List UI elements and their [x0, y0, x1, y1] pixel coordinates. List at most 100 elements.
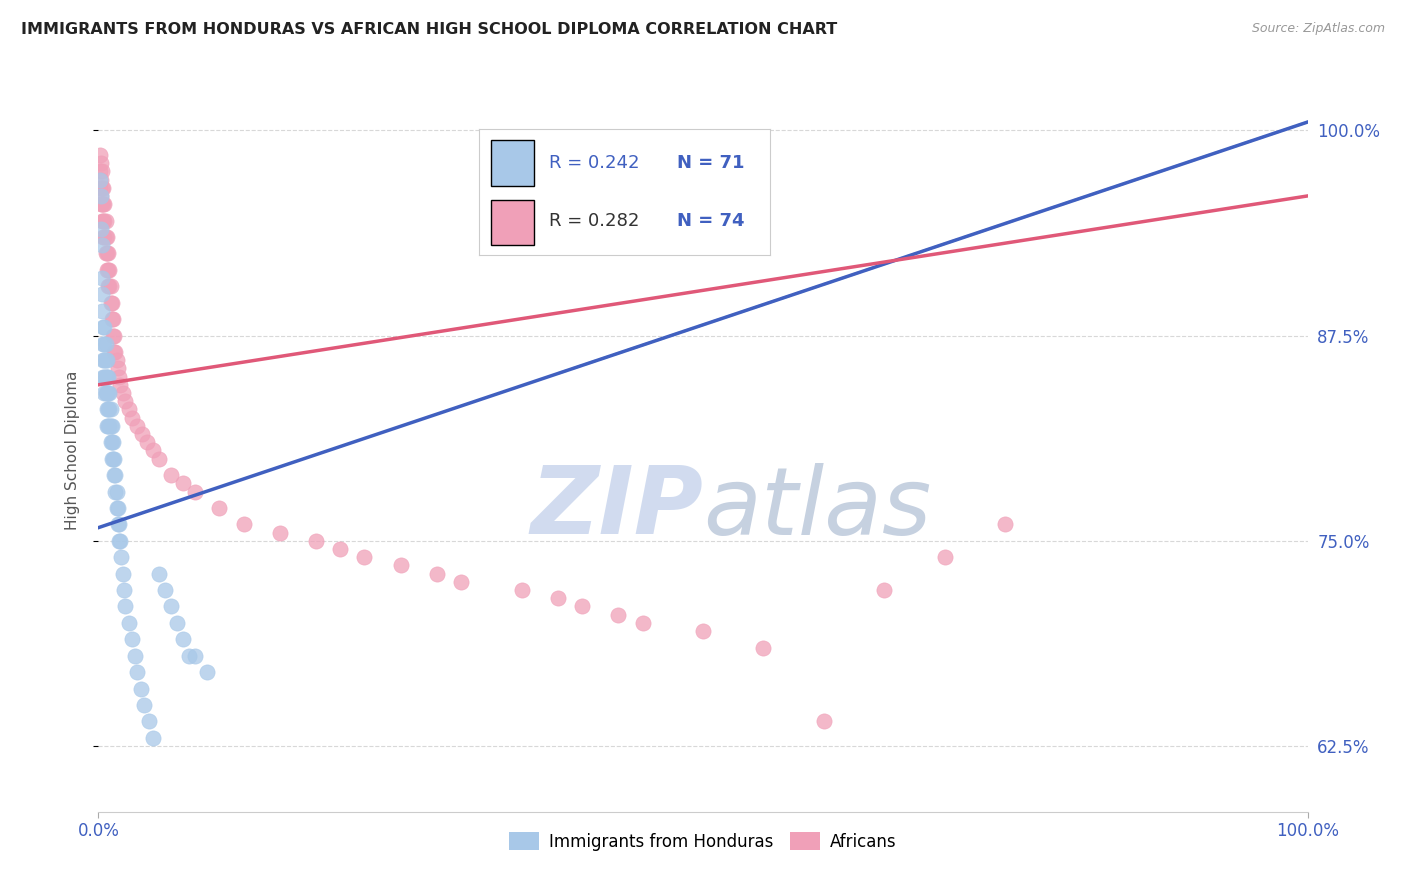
Point	[105, 500, 128, 515]
Point	[124, 648, 146, 663]
Point	[97, 418, 120, 433]
Point	[98, 262, 121, 277]
Point	[100, 295, 122, 310]
Point	[97, 279, 120, 293]
Point	[91, 164, 114, 178]
Point	[94, 353, 117, 368]
Point	[160, 468, 183, 483]
Point	[97, 246, 120, 260]
Point	[98, 402, 121, 417]
Point	[93, 213, 115, 227]
Point	[105, 484, 128, 499]
Point	[100, 435, 122, 450]
Point	[100, 418, 122, 433]
Point	[90, 197, 112, 211]
Point	[752, 640, 775, 655]
Point	[121, 410, 143, 425]
Point	[91, 213, 114, 227]
Point	[96, 402, 118, 417]
Point	[93, 230, 115, 244]
Point	[148, 451, 170, 466]
Point	[100, 402, 122, 417]
Point	[103, 451, 125, 466]
Point	[269, 525, 291, 540]
Point	[184, 648, 207, 663]
Point	[100, 312, 122, 326]
Point	[571, 599, 593, 614]
Point	[100, 279, 122, 293]
Text: ZIP: ZIP	[530, 462, 703, 554]
Point	[94, 336, 117, 351]
Point	[934, 550, 956, 565]
Point	[96, 369, 118, 384]
Point	[100, 435, 122, 450]
Point	[91, 197, 114, 211]
Point	[108, 369, 131, 384]
Point	[91, 353, 114, 368]
Legend: Immigrants from Honduras, Africans: Immigrants from Honduras, Africans	[502, 826, 904, 857]
Point	[97, 262, 120, 277]
Point	[110, 550, 132, 565]
Point	[108, 533, 131, 548]
Point	[107, 361, 129, 376]
Point	[96, 246, 118, 260]
Point	[90, 221, 112, 235]
Point	[184, 484, 207, 499]
Point	[104, 468, 127, 483]
Point	[142, 443, 165, 458]
Point	[94, 369, 117, 384]
Point	[389, 558, 412, 573]
Point	[112, 582, 135, 597]
Point	[90, 156, 112, 170]
Point	[101, 451, 124, 466]
Point	[111, 566, 134, 581]
Point	[100, 451, 122, 466]
Point	[103, 328, 125, 343]
Point	[111, 386, 134, 401]
Point	[172, 632, 194, 647]
Point	[121, 632, 143, 647]
Point	[305, 533, 328, 548]
Point	[134, 698, 156, 712]
Point	[179, 648, 201, 663]
Point	[172, 476, 194, 491]
Point	[94, 230, 117, 244]
Point	[104, 345, 127, 359]
Point	[108, 517, 131, 532]
Point	[94, 246, 117, 260]
Point	[450, 574, 472, 589]
Point	[97, 386, 120, 401]
Point	[108, 533, 131, 548]
Point	[96, 386, 118, 401]
Point	[93, 320, 115, 334]
Point	[329, 541, 352, 556]
Point	[91, 271, 114, 285]
Point	[208, 500, 231, 515]
Point	[91, 369, 114, 384]
Point	[232, 517, 254, 532]
Point	[105, 353, 128, 368]
Point	[353, 550, 375, 565]
Point	[148, 566, 170, 581]
Point	[138, 714, 160, 729]
Point	[89, 172, 111, 186]
Point	[96, 262, 118, 277]
Text: Source: ZipAtlas.com: Source: ZipAtlas.com	[1251, 22, 1385, 36]
Point	[547, 591, 569, 606]
Point	[94, 213, 117, 227]
Point	[135, 435, 157, 450]
Point	[101, 435, 124, 450]
Point	[101, 312, 124, 326]
Point	[91, 320, 114, 334]
Point	[91, 180, 114, 194]
Point	[607, 607, 630, 622]
Point	[90, 189, 112, 203]
Point	[631, 615, 654, 630]
Point	[426, 566, 449, 581]
Point	[166, 615, 188, 630]
Point	[93, 336, 115, 351]
Text: atlas: atlas	[703, 463, 931, 554]
Point	[91, 230, 114, 244]
Point	[96, 353, 118, 368]
Point	[101, 328, 124, 343]
